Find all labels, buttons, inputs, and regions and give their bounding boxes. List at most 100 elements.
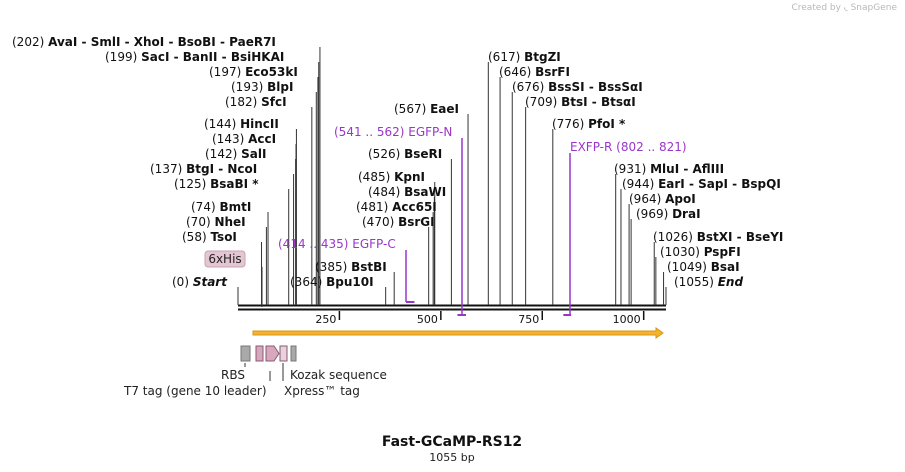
rbs-block: [240, 345, 251, 362]
enzyme-name-bstxi: BstXI: [697, 230, 733, 244]
axis-tick-label: 250: [315, 313, 336, 326]
enzyme-position: (144): [204, 117, 240, 131]
enzyme-label: (526) BseRI: [368, 147, 442, 161]
enzyme-name-eari: EarI: [658, 177, 685, 191]
enzyme-name-sali: SalI: [241, 147, 266, 161]
enzyme-name-bsihkai: BsiHKAI: [231, 50, 285, 64]
enzyme-label: (931) MluI - AflIII: [614, 162, 724, 176]
enzyme-name-hincii: HincII: [240, 117, 279, 131]
axis-tick-label: 750: [518, 313, 539, 326]
enzyme-position: (74): [191, 200, 219, 214]
enzyme-label: (137) BtgI - NcoI: [150, 162, 257, 176]
enzyme-label: (1026) BstXI - BseYI: [653, 230, 783, 244]
enzyme-label: (1055) End: [674, 275, 743, 289]
enzyme-name-sapi: SapI: [698, 177, 728, 191]
enzyme-position: (484): [368, 185, 404, 199]
enzyme-label: (567) EaeI: [394, 102, 459, 116]
enzyme-label: (70) NheI: [186, 215, 246, 229]
enzyme-separator: -: [685, 177, 698, 191]
primer-label: (541 .. 562) EGFP-N: [334, 125, 452, 139]
enzyme-position: (143): [212, 132, 248, 146]
enzyme-name-nhei: NheI: [214, 215, 245, 229]
enzyme-label: (125) BsaBI *: [174, 177, 259, 191]
enzyme-name-paer7i: PaeR7I: [229, 35, 276, 49]
enzyme-label: (193) BlpI: [231, 80, 293, 94]
primer-label: (414 .. 435) EGFP-C: [278, 237, 396, 251]
xpress-tag-hatch: [279, 345, 288, 362]
enzyme-separator: -: [585, 80, 598, 94]
enzyme-separator: -: [216, 35, 229, 49]
enzyme-position: (125): [174, 177, 210, 191]
primer-range: (414 .. 435): [278, 237, 352, 251]
credit-prefix: Created by: [791, 3, 841, 13]
enzyme-position: (567): [394, 102, 430, 116]
axis-tick-label: 500: [417, 313, 438, 326]
enzyme-name-bmti: BmtI: [219, 200, 251, 214]
enzyme-name-start: Start: [193, 275, 228, 289]
enzyme-name-end: End: [718, 275, 744, 289]
enzyme-name-eaei: EaeI: [430, 102, 459, 116]
primer-range: (802 .. 821): [612, 140, 686, 154]
his-tag-box: [204, 250, 246, 268]
enzyme-label: (202) AvaI - SmlI - XhoI - BsoBI - PaeR7…: [12, 35, 276, 49]
enzyme-name-bsrfi: BsrFI: [535, 65, 570, 79]
enzyme-name-bsss-i: BssSαI: [598, 80, 643, 94]
enzyme-label: (385) BstBI: [315, 260, 387, 274]
enzyme-position: (199): [105, 50, 141, 64]
primer-label: EXFP-R (802 .. 821): [570, 140, 687, 154]
enzyme-name-banii: BanII: [183, 50, 218, 64]
enzyme-position: (182): [225, 95, 261, 109]
enzyme-position: (964): [629, 192, 665, 206]
enzyme-name-blpi: BlpI: [267, 80, 293, 94]
enzyme-position: (526): [368, 147, 404, 161]
enzyme-separator: -: [588, 95, 601, 109]
enzyme-name-tsoi: TsoI: [210, 230, 236, 244]
enzyme-name-mlui: MluI: [650, 162, 679, 176]
enzyme-position: (470): [362, 215, 398, 229]
enzyme-label: (484) BsaWI: [368, 185, 446, 199]
primer-range: (541 .. 562): [334, 125, 408, 139]
enzyme-name-ncoi: NcoI: [227, 162, 257, 176]
enzyme-position: (709): [525, 95, 561, 109]
enzyme-name-kpni: KpnI: [394, 170, 425, 184]
enzyme-label: (1030) PspFI: [660, 245, 741, 259]
enzyme-label: (470) BsrGI: [362, 215, 435, 229]
enzyme-label: (199) SacI - BanII - BsiHKAI: [105, 50, 284, 64]
enzyme-position: (385): [315, 260, 351, 274]
enzyme-name-eco53ki: Eco53kI: [245, 65, 298, 79]
snapgene-logo-icon: ◟: [843, 2, 848, 13]
enzyme-separator: -: [214, 162, 227, 176]
enzyme-name-btsi: BtsI: [561, 95, 588, 109]
enzyme-position: (1030): [660, 245, 704, 259]
axis-tick-label: 1000: [613, 313, 641, 326]
his-tag-label: 6xHis: [208, 252, 241, 266]
enzyme-position: (197): [209, 65, 245, 79]
enzyme-label: (485) KpnI: [358, 170, 425, 184]
enzyme-separator: -: [679, 162, 692, 176]
primer-name: EGFP-C: [352, 237, 395, 251]
enzyme-label: (58) TsoI: [182, 230, 237, 244]
enzyme-label: (709) BtsI - BtsαI: [525, 95, 636, 109]
enzyme-label: (142) SalI: [205, 147, 266, 161]
enzyme-label: (676) BssSI - BssSαI: [512, 80, 643, 94]
xpress-tag-arrow: [265, 345, 280, 362]
enzyme-position: (193): [231, 80, 267, 94]
enzyme-name-drai: DraI: [672, 207, 700, 221]
enzyme-position: (481): [356, 200, 392, 214]
enzyme-label: (74) BmtI: [191, 200, 251, 214]
enzyme-label: (944) EarI - SapI - BspQI: [622, 177, 781, 191]
enzyme-label: (964) ApoI: [629, 192, 696, 206]
enzyme-position: (776): [552, 117, 588, 131]
enzyme-separator: -: [164, 35, 177, 49]
enzyme-name-bsawi: BsaWI: [404, 185, 446, 199]
enzyme-name-bsobi: BsoBI: [178, 35, 216, 49]
enzyme-label: (1049) BsaI: [667, 260, 740, 274]
enzyme-position: (1049): [667, 260, 711, 274]
enzyme-name-afliii: AflIII: [693, 162, 725, 176]
plasmid-name: Fast-GCaMP-RS12: [382, 434, 522, 450]
xpress-tag-label: Xpress™ tag: [284, 384, 360, 398]
enzyme-position: (364): [290, 275, 326, 289]
enzyme-name-bseyi: BseYI: [746, 230, 784, 244]
enzyme-position: (142): [205, 147, 241, 161]
